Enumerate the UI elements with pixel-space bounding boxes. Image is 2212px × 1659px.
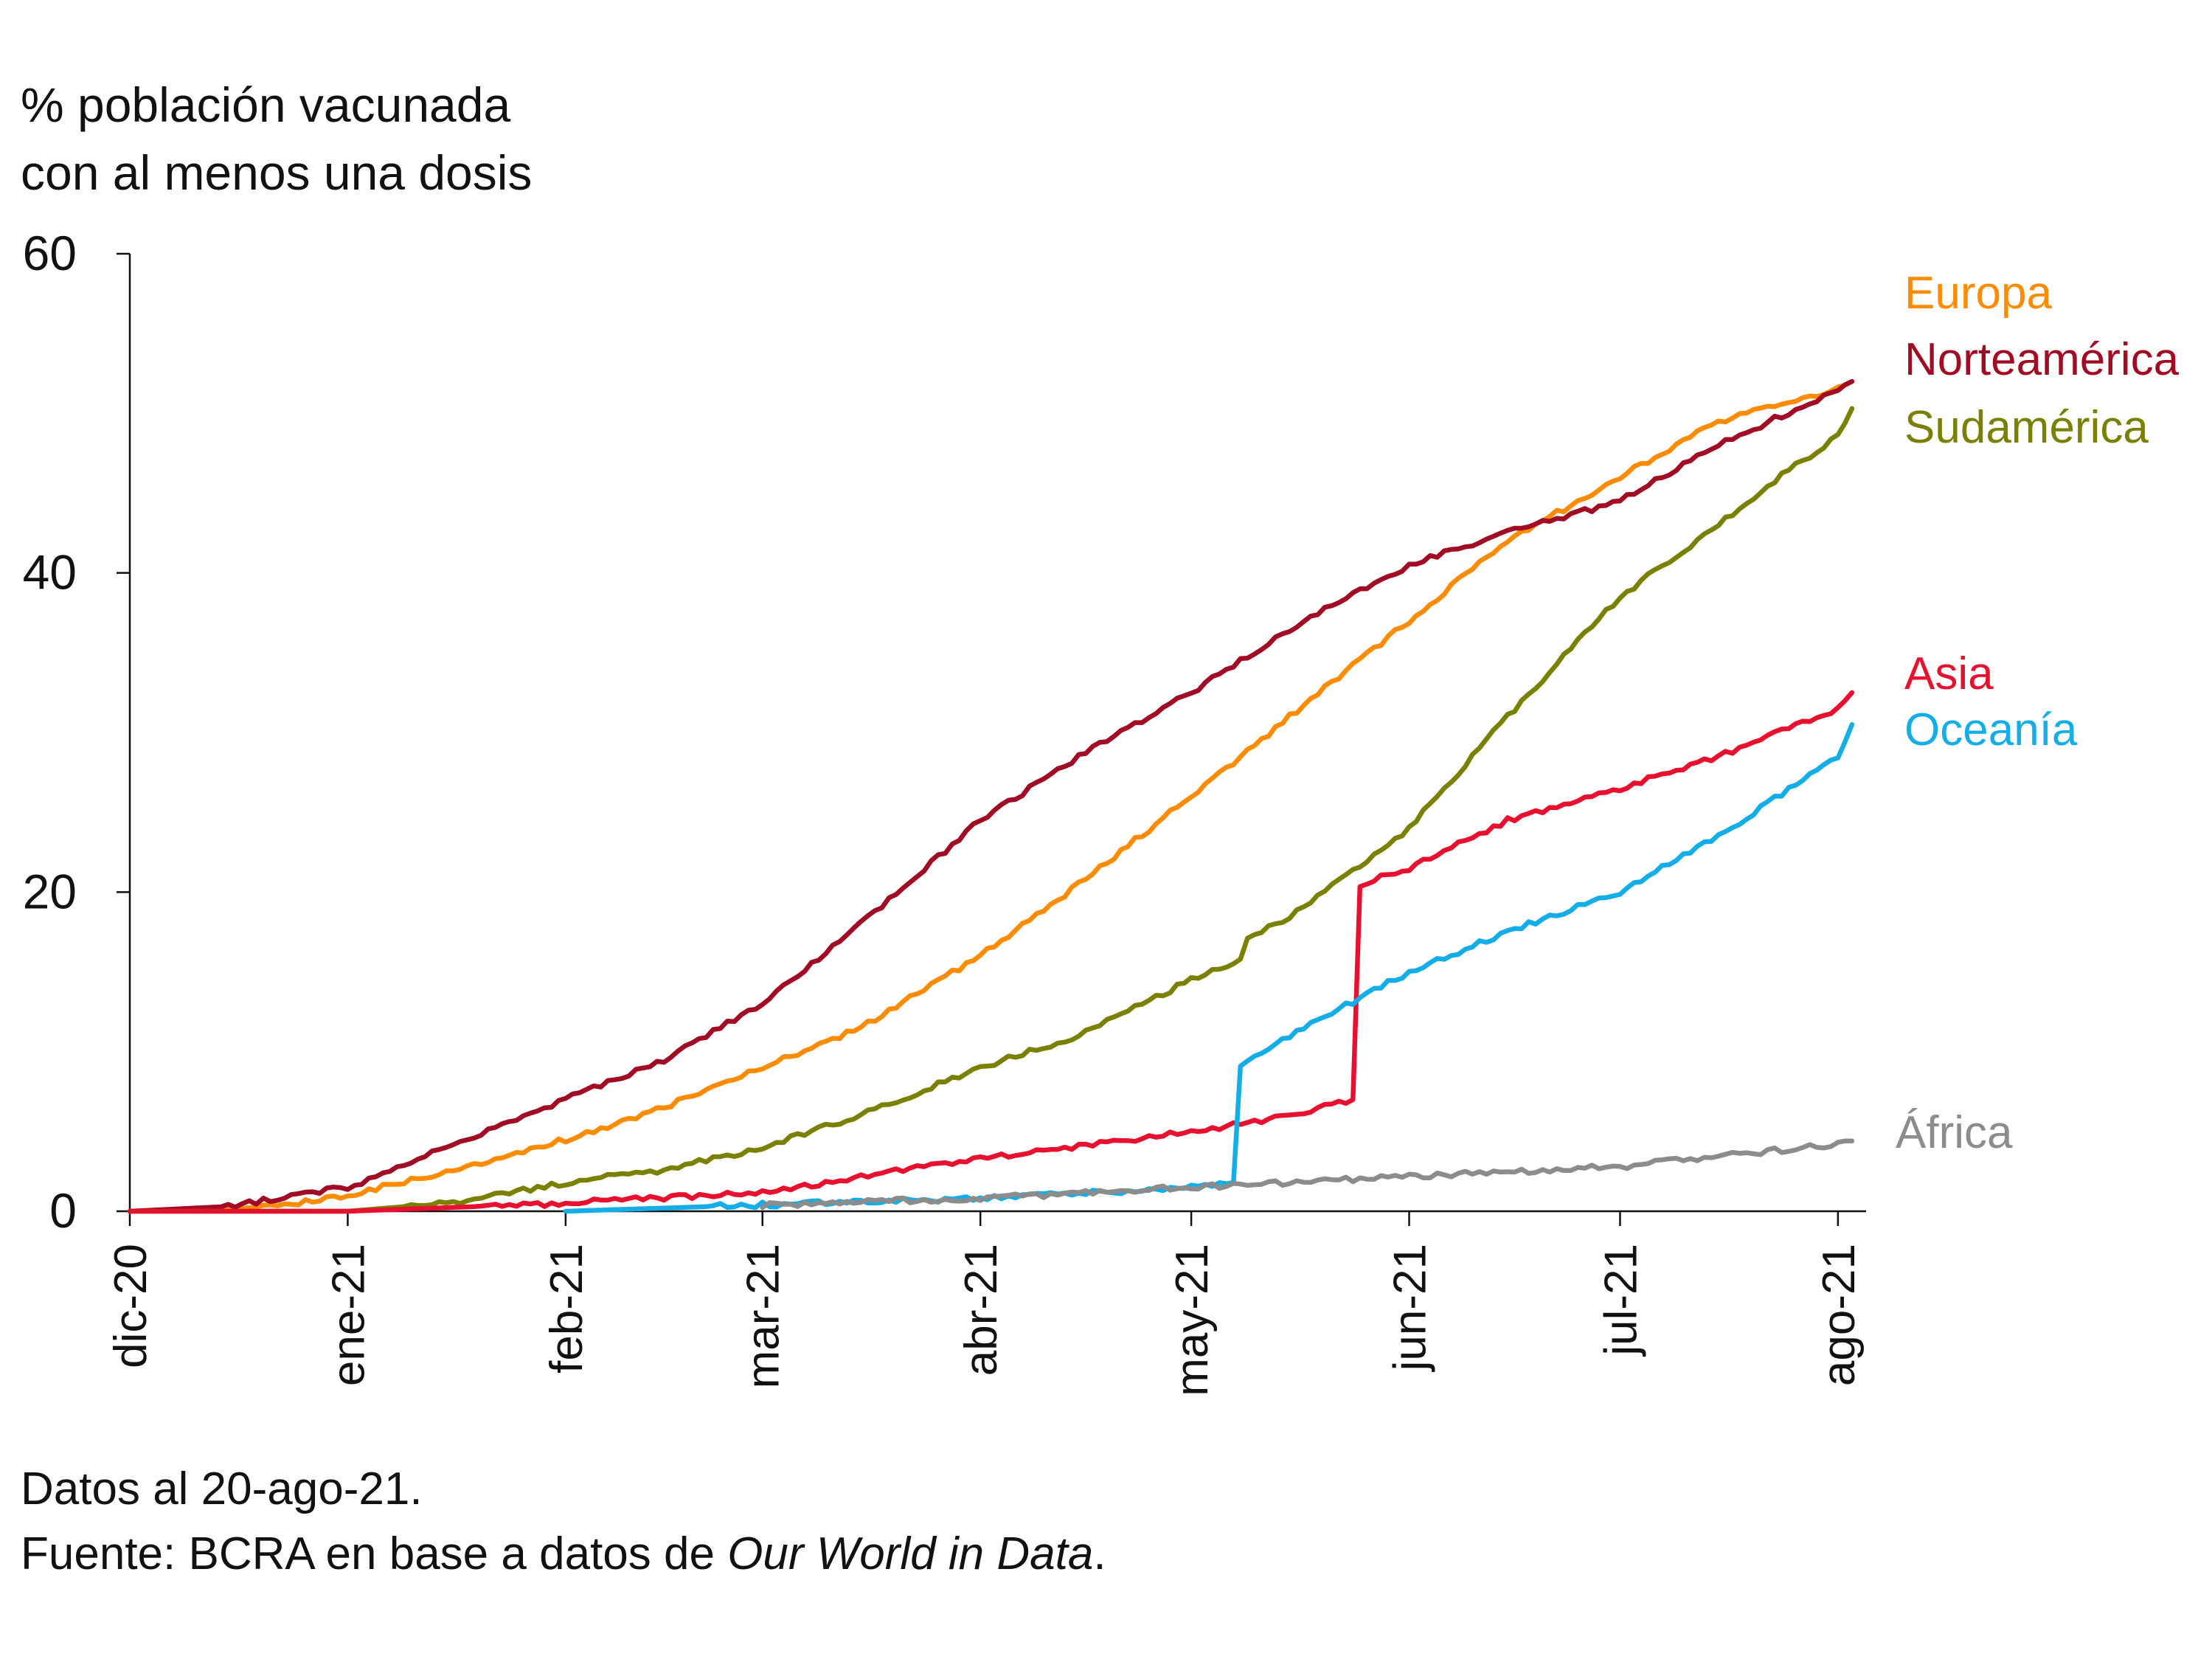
series-line-4 [563, 721, 1855, 1214]
series-line-3 [127, 690, 1855, 1214]
series-line-2 [127, 406, 1855, 1214]
x-tick-label: feb-21 [541, 1244, 592, 1374]
footer-source-italic: Our World in Data [727, 1528, 1094, 1579]
y-tick-label: 0 [49, 1183, 77, 1238]
x-tick-label: ago-21 [1814, 1244, 1865, 1386]
series-label-3: Asia [1904, 648, 1994, 699]
axes: 0 20 40 60 dic-20 ene-21 feb-21 mar-21 abr-21 may… [23, 226, 1866, 1396]
y-tick-label: 40 [23, 545, 77, 600]
x-tick-label: dic-20 [105, 1244, 156, 1368]
series-lines [127, 378, 1855, 1214]
x-tick-label: abr-21 [956, 1244, 1007, 1376]
chart-footer: Datos al 20-ago-21. Fuente: BCRA en base… [21, 1457, 1106, 1587]
series-line-5 [760, 1138, 1855, 1211]
series-label-1: Norteamérica [1904, 334, 2180, 385]
x-tick-label: ene-21 [323, 1244, 374, 1386]
x-tick-label: jul-21 [1595, 1244, 1646, 1357]
y-tick-label: 60 [23, 226, 77, 280]
x-tick-label: jun-21 [1385, 1244, 1436, 1372]
series-label-5: África [1896, 1107, 2013, 1158]
series-label-2: Sudamérica [1904, 402, 2149, 453]
series-label-4: Oceanía [1904, 704, 2078, 755]
footer-source: Fuente: BCRA en base a datos de Our Worl… [21, 1522, 1106, 1587]
y-axis-title-line-2: con al menos una dosis [21, 145, 533, 200]
y-axis-title: % población vacunada con al menos una do… [21, 71, 532, 207]
y-axis-title-line-1: % población vacunada [21, 77, 511, 132]
x-tick-label: mar-21 [738, 1244, 789, 1388]
series-line-1 [127, 378, 1855, 1214]
footer-source-prefix: Fuente: BCRA en base a datos de [21, 1528, 728, 1579]
series-label-0: Europa [1904, 268, 2052, 319]
footer-date-note: Datos al 20-ago-21. [21, 1464, 423, 1514]
y-tick-label: 20 [23, 864, 77, 918]
footer-source-suffix: . [1093, 1528, 1106, 1579]
series-line-0 [127, 378, 1855, 1214]
x-tick-label: may-21 [1167, 1244, 1218, 1396]
